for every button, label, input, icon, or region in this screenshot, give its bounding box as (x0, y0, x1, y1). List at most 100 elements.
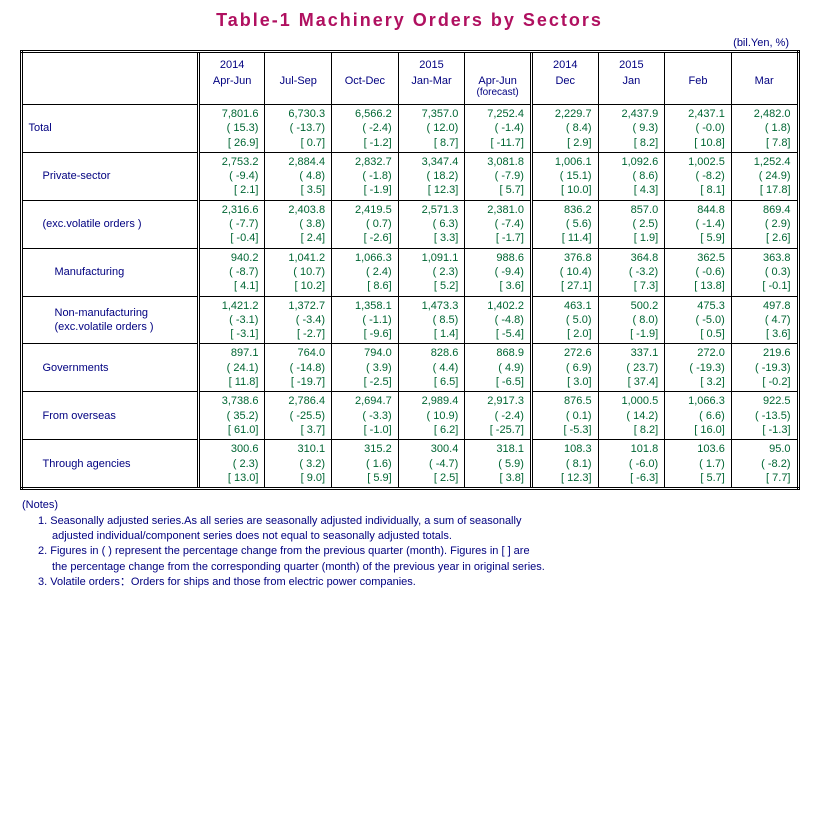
data-cell: 2,753.2( -9.4)[ 2.1] (198, 152, 265, 200)
note-item: the percentage change from the correspon… (52, 560, 809, 575)
data-cell: 6,730.3( -13.7)[ 0.7] (265, 105, 332, 153)
note-item: adjusted individual/component series doe… (52, 529, 809, 544)
hdr-sub: Jan-Mar (398, 73, 465, 105)
data-cell: 95.0( -8.2)[ 7.7] (731, 440, 798, 489)
note-item: 1. Seasonally adjusted series.As all ser… (38, 514, 809, 529)
data-cell: 2,437.9( 9.3)[ 8.2] (598, 105, 665, 153)
data-cell: 1,252.4( 24.9)[ 17.8] (731, 152, 798, 200)
row-label: Governments (21, 344, 198, 392)
table-row: Manufacturing940.2( -8.7)[ 4.1]1,041.2( … (21, 248, 798, 296)
data-cell: 362.5( -0.6)[ 13.8] (665, 248, 732, 296)
data-cell: 988.6( -9.4)[ 3.6] (465, 248, 532, 296)
hdr (665, 52, 732, 74)
data-cell: 3,081.8( -7.9)[ 5.7] (465, 152, 532, 200)
data-cell: 2,381.0( -7.4)[ -1.7] (465, 200, 532, 248)
data-cell: 108.3( 8.1)[ 12.3] (531, 440, 598, 489)
data-cell: 2,832.7( -1.8)[ -1.9] (332, 152, 399, 200)
note-item: 2. Figures in ( ) represent the percenta… (38, 544, 809, 559)
data-cell: 844.8( -1.4)[ 5.9] (665, 200, 732, 248)
data-cell: 497.8( 4.7)[ 3.6] (731, 296, 798, 344)
data-cell: 103.6( 1.7)[ 5.7] (665, 440, 732, 489)
data-cell: 272.0( -19.3)[ 3.2] (665, 344, 732, 392)
hdr-sub: Mar (731, 73, 798, 105)
notes-head: (Notes) (22, 498, 809, 513)
hdr-sub: Jan (598, 73, 665, 105)
orders-table: 2014 2015 2014 2015 Apr-JunJul-SepOct-De… (20, 50, 800, 490)
row-label: Private-sector (21, 152, 198, 200)
data-cell: 300.4( -4.7)[ 2.5] (398, 440, 465, 489)
data-cell: 764.0( -14.8)[ -19.7] (265, 344, 332, 392)
table-row: Through agencies300.6( 2.3)[ 13.0]310.1(… (21, 440, 798, 489)
hdr-sub: Jul-Sep (265, 73, 332, 105)
data-cell: 6,566.2( -2.4)[ -1.2] (332, 105, 399, 153)
data-cell: 1,372.7( -3.4)[ -2.7] (265, 296, 332, 344)
hdr: 2014 (198, 52, 265, 74)
data-cell: 272.6( 6.9)[ 3.0] (531, 344, 598, 392)
data-cell: 363.8( 0.3)[ -0.1] (731, 248, 798, 296)
hdr-sub: Feb (665, 73, 732, 105)
data-cell: 857.0( 2.5)[ 1.9] (598, 200, 665, 248)
data-cell: 1,402.2( -4.8)[ -5.4] (465, 296, 532, 344)
data-cell: 2,884.4( 4.8)[ 3.5] (265, 152, 332, 200)
data-cell: 2,229.7( 8.4)[ 2.9] (531, 105, 598, 153)
hdr (465, 52, 532, 74)
data-cell: 876.5( 0.1)[ -5.3] (531, 392, 598, 440)
data-cell: 2,482.0( 1.8)[ 7.8] (731, 105, 798, 153)
data-cell: 1,041.2( 10.7)[ 10.2] (265, 248, 332, 296)
data-cell: 376.8( 10.4)[ 27.1] (531, 248, 598, 296)
data-cell: 1,473.3( 8.5)[ 1.4] (398, 296, 465, 344)
data-cell: 1,421.2( -3.1)[ -3.1] (198, 296, 265, 344)
data-cell: 337.1( 23.7)[ 37.4] (598, 344, 665, 392)
data-cell: 1,002.5( -8.2)[ 8.1] (665, 152, 732, 200)
data-cell: 2,403.8( 3.8)[ 2.4] (265, 200, 332, 248)
data-cell: 868.9( 4.9)[ -6.5] (465, 344, 532, 392)
data-cell: 300.6( 2.3)[ 13.0] (198, 440, 265, 489)
data-cell: 2,437.1( -0.0)[ 10.8] (665, 105, 732, 153)
hdr (332, 52, 399, 74)
table-row: (exc.volatile orders )2,316.6( -7.7)[ -0… (21, 200, 798, 248)
data-cell: 1,092.6( 8.6)[ 4.3] (598, 152, 665, 200)
data-cell: 7,252.4( -1.4)[ -11.7] (465, 105, 532, 153)
table-row: Total7,801.6( 15.3)[ 26.9]6,730.3( -13.7… (21, 105, 798, 153)
table-row: Private-sector2,753.2( -9.4)[ 2.1]2,884.… (21, 152, 798, 200)
note-item: 3. Volatile orders：Orders for ships and … (38, 575, 809, 590)
hdr-sub: Dec (531, 73, 598, 105)
data-cell: 940.2( -8.7)[ 4.1] (198, 248, 265, 296)
hdr: 2014 (531, 52, 598, 74)
hdr-sub: Oct-Dec (332, 73, 399, 105)
data-cell: 2,786.4( -25.5)[ 3.7] (265, 392, 332, 440)
data-cell: 7,801.6( 15.3)[ 26.9] (198, 105, 265, 153)
notes: (Notes)1. Seasonally adjusted series.As … (22, 498, 809, 590)
row-label: Manufacturing (21, 248, 198, 296)
table-row: From overseas3,738.6( 35.2)[ 61.0]2,786.… (21, 392, 798, 440)
data-cell: 2,316.6( -7.7)[ -0.4] (198, 200, 265, 248)
data-cell: 1,000.5( 14.2)[ 8.2] (598, 392, 665, 440)
row-label: Non-manufacturing(exc.volatile orders ) (21, 296, 198, 344)
data-cell: 2,917.3( -2.4)[ -25.7] (465, 392, 532, 440)
data-cell: 219.6( -19.3)[ -0.2] (731, 344, 798, 392)
row-label: (exc.volatile orders ) (21, 200, 198, 248)
data-cell: 1,091.1( 2.3)[ 5.2] (398, 248, 465, 296)
unit-label: (bil.Yen, %) (10, 37, 789, 49)
hdr: 2015 (598, 52, 665, 74)
data-cell: 1,358.1( -1.1)[ -9.6] (332, 296, 399, 344)
row-label: Through agencies (21, 440, 198, 489)
row-label: From overseas (21, 392, 198, 440)
hdr (265, 52, 332, 74)
data-cell: 794.0( 3.9)[ -2.5] (332, 344, 399, 392)
data-cell: 364.8( -3.2)[ 7.3] (598, 248, 665, 296)
data-cell: 828.6( 4.4)[ 6.5] (398, 344, 465, 392)
data-cell: 318.1( 5.9)[ 3.8] (465, 440, 532, 489)
data-cell: 1,066.3( 2.4)[ 8.6] (332, 248, 399, 296)
data-cell: 500.2( 8.0)[ -1.9] (598, 296, 665, 344)
data-cell: 463.1( 5.0)[ 2.0] (531, 296, 598, 344)
table-row: Non-manufacturing(exc.volatile orders )1… (21, 296, 798, 344)
data-cell: 1,066.3( 6.6)[ 16.0] (665, 392, 732, 440)
data-cell: 315.2( 1.6)[ 5.9] (332, 440, 399, 489)
data-cell: 2,571.3( 6.3)[ 3.3] (398, 200, 465, 248)
data-cell: 3,738.6( 35.2)[ 61.0] (198, 392, 265, 440)
data-cell: 475.3( -5.0)[ 0.5] (665, 296, 732, 344)
data-cell: 2,989.4( 10.9)[ 6.2] (398, 392, 465, 440)
data-cell: 2,694.7( -3.3)[ -1.0] (332, 392, 399, 440)
header-row1: 2014 2015 2014 2015 (21, 52, 798, 74)
